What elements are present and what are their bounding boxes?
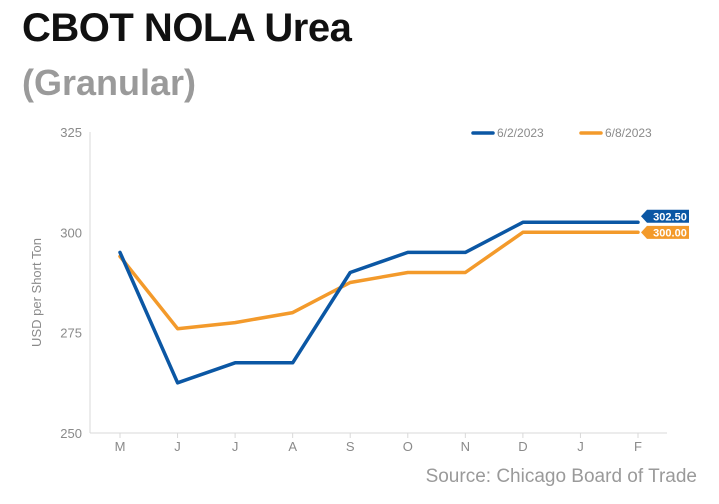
chart-subtitle: (Granular) bbox=[22, 62, 197, 103]
end-value-label: 300.00 bbox=[653, 227, 687, 239]
end-labels: 302.50 300.00 bbox=[641, 209, 689, 239]
chart-axes: 250 275 300 325 M J J A S O N D J F USD per Short Ton bbox=[29, 125, 667, 454]
y-axis-title: USD per Short Ton bbox=[29, 238, 44, 347]
y-tick-label: 275 bbox=[60, 326, 82, 341]
y-tick-label: 325 bbox=[60, 125, 82, 140]
series-line bbox=[118, 230, 640, 331]
y-tick-label: 250 bbox=[60, 426, 82, 441]
x-tick-label: J bbox=[174, 439, 181, 454]
series-line bbox=[118, 220, 640, 385]
legend-label: 6/2/2023 bbox=[497, 126, 544, 140]
x-tick-label: F bbox=[634, 439, 642, 454]
x-tick-label: D bbox=[518, 439, 527, 454]
x-tick-label: N bbox=[461, 439, 470, 454]
x-tick-label: M bbox=[115, 439, 126, 454]
end-label-tag bbox=[641, 225, 689, 239]
end-label-tag bbox=[641, 209, 689, 223]
chart-title: CBOT NOLA Urea bbox=[22, 6, 352, 50]
y-tick-label: 300 bbox=[60, 225, 82, 240]
end-value-label: 302.50 bbox=[653, 211, 687, 223]
legend-label: 6/8/2023 bbox=[605, 126, 652, 140]
x-tick-label: J bbox=[232, 439, 239, 454]
x-tick-label: S bbox=[346, 439, 355, 454]
source-note: Source: Chicago Board of Trade bbox=[425, 466, 697, 487]
x-tick-label: A bbox=[288, 439, 297, 454]
x-tick-label: J bbox=[577, 439, 584, 454]
series-lines bbox=[118, 220, 640, 385]
chart-legend: 6/2/2023 6/8/2023 bbox=[471, 126, 652, 140]
x-tick-label: O bbox=[403, 439, 413, 454]
